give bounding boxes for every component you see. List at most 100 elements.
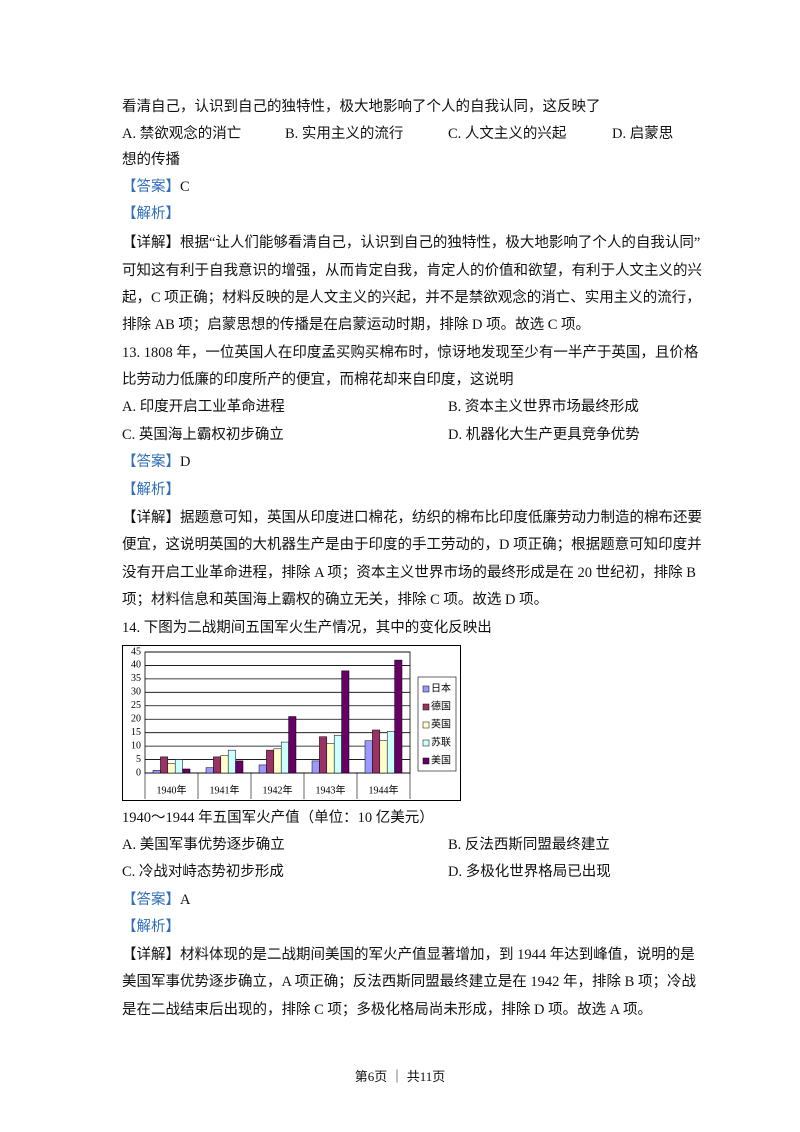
x-tick-label: 1942年 [263,783,293,796]
analysis-label: 【解析】 [122,482,180,498]
bar [280,741,289,774]
y-tick-label: 45 [131,646,141,657]
answer: A [180,892,191,908]
text-line: 是在二战结束后出现的，排除 C 项；多极化格局尚未形成，排除 D 项。故选 A … [122,1002,653,1018]
bar [364,740,373,774]
bar [326,743,335,774]
bar [379,740,388,774]
analysis-label: 【解析】 [122,919,180,935]
bar [333,735,342,774]
text-line: 可知这有利于自我意识的增强，从而肯定自我，肯定人的价值和欲望，有利于人文主义的兴 [122,263,702,279]
answer: C [180,179,190,195]
answer-line: 【答案】A [122,890,190,910]
legend-swatch [422,739,430,747]
bar [205,767,214,774]
y-tick-label: 15 [131,727,141,738]
answer-label: 【答案】 [122,179,180,195]
bar [266,749,275,774]
y-tick-label: 20 [131,714,141,725]
legend-label: 日本 [431,681,451,694]
option: B. 反法西斯同盟最终建立 [448,837,610,853]
option: C. 冷战对峙态势初步形成 [122,864,284,880]
analysis-label: 【解析】 [122,206,180,222]
text-line: 14. 下图为二战期间五国军火生产情况，其中的变化反映出 [122,620,492,636]
option: C. 人文主义的兴起 [448,126,567,142]
text-line: 美国军事优势逐步确立，A 项正确；反法西斯同盟最终建立是在 1942 年，排除 … [122,974,696,990]
bar [394,659,403,774]
answer-line: 【答案】D [122,452,190,472]
answer-line: 【答案】C [122,177,190,197]
detail-label: 【详解】 [122,947,180,963]
bar [273,748,282,774]
text-line: 看清自己，认识到自己的独特性，极大地影响了个人的自我认同，这反映了 [122,99,601,115]
bar [227,749,236,774]
bar [167,763,176,774]
option: B. 资本主义世界市场最终形成 [448,399,639,415]
legend-label: 德国 [431,699,451,712]
chart: 0 5 10 15 20 25 30 35 40 45 1940年 1941年 1942年 1943年 19… [122,645,461,801]
x-tick-label: 1940年 [157,783,187,796]
legend-swatch [422,703,430,711]
legend-swatch [422,757,430,765]
text-line: 没有开启工业革命进程，排除 A 项；资本主义世界市场的最终形成是在 20 世纪初… [122,565,696,581]
y-tick-label: 30 [131,687,141,698]
legend-swatch [422,721,430,729]
legend-label: 苏联 [431,735,451,748]
legend-swatch [422,685,430,693]
y-tick-label: 40 [131,660,141,671]
option: D. 机器化大生产更具竞争优势 [448,427,640,443]
y-tick-label: 25 [131,700,141,711]
text-line: 排除 AB 项；启蒙思想的传播是在启蒙运动时期，排除 D 项。故选 C 项。 [122,317,591,333]
y-tick-label: 0 [136,767,141,778]
bar [258,764,267,774]
bar [182,768,191,774]
text-line: 项；材料信息和英国海上霸权的确立无关，排除 C 项。故选 D 项。 [122,592,549,608]
x-tick-label: 1943年 [316,783,346,796]
option: D. 启蒙思 [612,126,674,142]
bar [160,756,169,774]
detail-label: 【详解】 [122,235,180,251]
answer: D [180,454,191,470]
chart-caption: 1940～1944 年五国军火产值（单位：10 亿美元） [122,810,434,826]
x-tick-label: 1941年 [210,783,240,796]
option: C. 英国海上霸权初步确立 [122,427,284,443]
detail-text: 据题意可知，英国从印度进口棉花，纺织的棉布比印度低廉劳动力制造的棉布还要 [180,510,702,526]
x-tick-label: 1944年 [369,783,399,796]
bar [311,760,320,774]
footer: 第6页 ｜ 共11页 [354,1069,446,1084]
legend-label: 英国 [431,717,451,730]
text-line: 【详解】材料体现的是二战期间美国的军火产值显著增加，到 1944 年达到峰值，说… [122,945,695,965]
bar [386,731,395,774]
bar [213,756,222,774]
bar [235,760,244,774]
bar [341,670,350,774]
bar [220,755,229,774]
detail-text: 根据“让人们能够看清自己，认识到自己的独特性，极大地影响了个人的自我认同” [180,235,701,251]
bar [372,729,381,774]
text-line: 比劳动力低廉的印度所产的便宜，而棉花却来自印度，这说明 [122,372,514,388]
text-line: 起，C 项正确；材料反映的是人文主义的兴起，并不是禁欲观念的消亡、实用主义的流行… [122,290,701,306]
bar [152,770,161,774]
bar [319,736,328,774]
bar [174,759,183,774]
text-line: 13. 1808 年，一位英国人在印度孟买购买棉布时，惊讶地发现至少有一半产于英… [122,345,699,361]
y-tick-label: 10 [131,740,141,751]
detail-label: 【详解】 [122,510,180,526]
option: A. 美国军事优势逐步确立 [122,837,285,853]
option: B. 实用主义的流行 [285,126,404,142]
option: A. 印度开启工业革命进程 [122,399,285,415]
answer-label: 【答案】 [122,892,180,908]
text-line: 想的传播 [122,152,180,168]
text-line: 【详解】据题意可知，英国从印度进口棉花，纺织的棉布比印度低廉劳动力制造的棉布还要 [122,508,702,528]
y-tick-label: 35 [131,673,141,684]
answer-label: 【答案】 [122,454,180,470]
option: D. 多极化世界格局已出现 [448,864,611,880]
option: A. 禁欲观念的消亡 [122,126,242,142]
text-line: 【详解】根据“让人们能够看清自己，认识到自己的独特性，极大地影响了个人的自我认同… [122,233,700,253]
detail-text: 材料体现的是二战期间美国的军火产值显著增加，到 1944 年达到峰值，说明的是 [180,947,695,963]
y-tick-label: 5 [136,754,141,765]
bar [288,716,297,774]
legend-label: 美国 [431,753,451,766]
text-line: 便宜，这说明英国的大机器生产是由于印度的手工劳动的，D 项正确；根据题意可知印度… [122,537,702,553]
